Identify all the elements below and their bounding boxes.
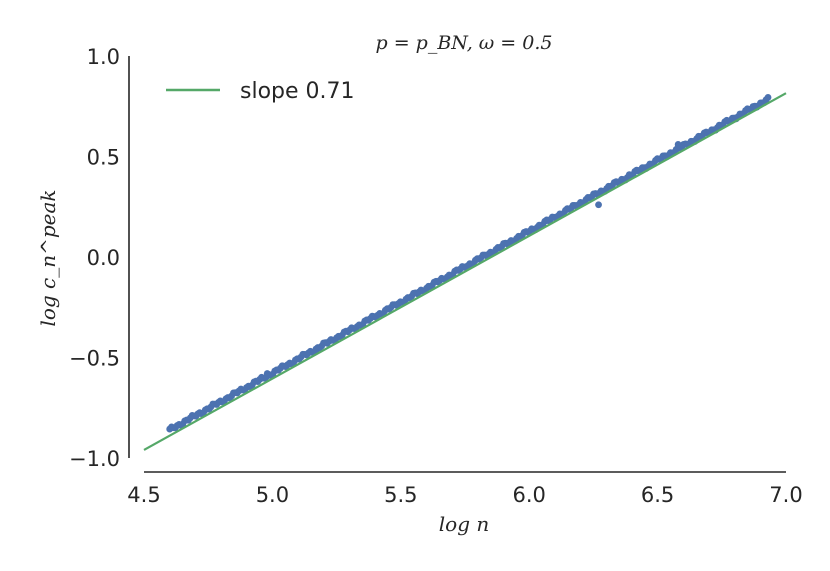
x-tick-label: 5.0 — [256, 483, 289, 507]
y-tick-label: −0.5 — [69, 347, 120, 371]
x-tick-labels: 4.5 5.0 5.5 6.0 6.5 7.0 — [127, 483, 802, 507]
y-tick-labels: 1.0 0.5 0.0 −0.5 −1.0 — [69, 45, 120, 471]
x-tick-label: 5.5 — [384, 483, 417, 507]
legend: slope 0.71 — [166, 79, 355, 104]
chart-title: p = p_BN, ω = 0.5 — [376, 32, 553, 54]
y-tick-label: −1.0 — [69, 447, 120, 471]
y-tick-label: 0.0 — [87, 246, 120, 270]
legend-label: slope 0.71 — [240, 79, 355, 104]
x-tick-label: 6.0 — [512, 483, 545, 507]
x-tick-label: 4.5 — [127, 483, 160, 507]
x-tick-label: 7.0 — [769, 483, 802, 507]
scatter-series — [166, 94, 772, 433]
x-tick-label: 6.5 — [641, 483, 674, 507]
y-axis-label: log c_n^peak — [36, 189, 60, 326]
scatter-point — [764, 94, 772, 101]
y-tick-label: 1.0 — [87, 45, 120, 69]
scatter-point-outlier — [625, 171, 633, 178]
x-axis-label: log n — [439, 512, 489, 536]
scatter-point-outlier — [263, 370, 271, 377]
scatter-point-outlier — [674, 141, 682, 148]
y-tick-label: 0.5 — [87, 146, 120, 170]
fit-line-slope-0.71 — [143, 92, 787, 451]
scatter-point-outlier — [595, 201, 602, 209]
